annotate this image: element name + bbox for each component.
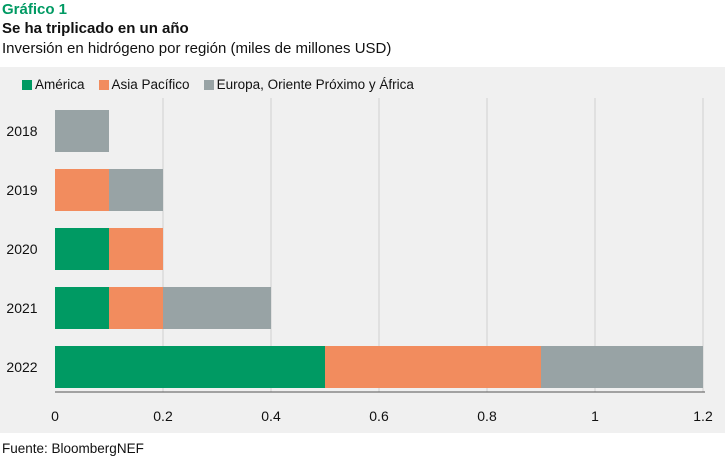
y-tick-label-2021: 2021 (6, 300, 37, 316)
chart-source: Fuente: BloombergNEF (2, 441, 144, 456)
bar-2020-america (55, 228, 109, 270)
x-tick-label-4: 0.8 (477, 408, 497, 424)
legend-item-america: América (22, 77, 85, 92)
x-tick-label-6: 1.2 (693, 408, 713, 424)
bar-2021-america (55, 287, 109, 329)
y-tick-label-2020: 2020 (6, 241, 37, 257)
x-tick-label-2: 0.4 (261, 408, 281, 424)
bar-2019-asia-pacifico (55, 169, 109, 211)
legend-label-asia-pacifico: Asia Pacífico (111, 77, 190, 92)
y-tick-label-2019: 2019 (6, 182, 37, 198)
chart-subtitle: Inversión en hidrógeno por región (miles… (2, 40, 392, 57)
y-tick-label-2022: 2022 (6, 359, 37, 375)
legend-swatch-asia-pacifico (98, 79, 109, 90)
bar-2019-europa-oriente-proximo-y-africa (109, 169, 163, 211)
bar-2021-europa-oriente-proximo-y-africa (163, 287, 271, 329)
legend-label-america: América (35, 77, 85, 92)
chart-title: Se ha triplicado en un año (2, 20, 189, 37)
legend-swatch-emea (203, 79, 214, 90)
x-tick-label-0: 0 (51, 408, 59, 424)
bar-2021-asia-pacifico (109, 287, 163, 329)
legend-item-asia-pacifico: Asia Pacífico (98, 77, 190, 92)
x-tick-label-5: 1 (591, 408, 599, 424)
bar-2022-europa-oriente-proximo-y-africa (541, 346, 703, 388)
legend-label-emea: Europa, Oriente Próximo y África (216, 77, 414, 92)
bar-2022-asia-pacifico (325, 346, 541, 388)
chart-kicker: Gráfico 1 (2, 1, 68, 18)
x-tick-label-3: 0.6 (369, 408, 389, 424)
legend-item-emea: Europa, Oriente Próximo y África (203, 77, 414, 92)
bar-2018-europa-oriente-proximo-y-africa (55, 110, 109, 152)
chart-legend: América Asia Pacífico Europa, Oriente Pr… (22, 77, 428, 92)
x-tick-label-1: 0.2 (153, 408, 173, 424)
y-tick-label-2018: 2018 (6, 123, 37, 139)
legend-swatch-america (22, 79, 32, 90)
bar-2022-america (55, 346, 325, 388)
bar-2020-asia-pacifico (109, 228, 163, 270)
